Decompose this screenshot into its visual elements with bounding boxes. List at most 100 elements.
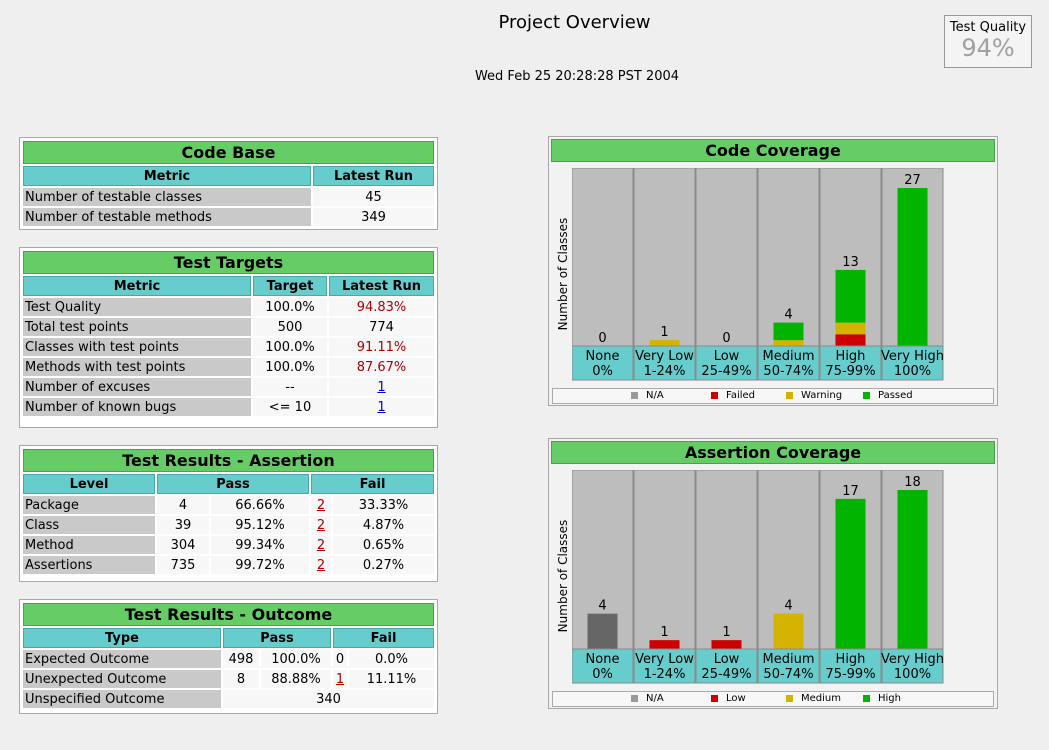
fail-count-link[interactable]: 2 [316, 537, 326, 553]
legend-label: Medium [801, 693, 841, 704]
col-header-latest-run: Latest Run [313, 166, 434, 186]
test-targets-title: Test Targets [23, 251, 434, 274]
data-label-high: 13 [842, 255, 859, 270]
bar-warning-high [835, 322, 866, 335]
metric-value: 349 [313, 208, 434, 226]
category-label-box [819, 345, 882, 381]
excuses-link[interactable]: 1 [377, 379, 386, 395]
bar-n-a-none [587, 613, 618, 649]
category-label-box [695, 345, 758, 381]
level-label: Method [23, 536, 155, 554]
legend-item-warning: Warning [786, 390, 842, 401]
tick-label-high: High [836, 349, 866, 364]
data-label-low: 1 [722, 625, 730, 640]
metric-label: Number of excuses [23, 378, 251, 396]
tick-label-none: None [586, 652, 620, 667]
legend-label: Low [726, 693, 746, 704]
fail-percent: 4.87% [333, 516, 434, 534]
tick-label-none: 0% [592, 667, 613, 682]
data-label-very-high: 27 [904, 173, 921, 188]
fail-percent: 0.27% [333, 556, 434, 574]
tick-label-very-low: 1-24% [644, 364, 686, 379]
pass-percent: 95.12% [211, 516, 309, 534]
data-label-none: 4 [598, 599, 606, 614]
pass-count: 8 [223, 670, 259, 688]
code-coverage-panel: Code Coverage Number of Classes 0 None 0% 1… [548, 136, 998, 406]
tick-label-very-low: Very Low [635, 349, 694, 364]
bucket-background [572, 168, 634, 347]
tick-label-low: 25-49% [701, 364, 751, 379]
legend-item-failed: Failed [711, 390, 755, 401]
report-timestamp: Wed Feb 25 20:28:28 PST 2004 [474, 69, 680, 84]
bar-passed-high [835, 269, 866, 323]
target-value: 100.0% [253, 358, 327, 376]
level-label: Assertions [23, 556, 155, 574]
metric-label: Test Quality [23, 298, 251, 316]
col-header-pass: Pass [157, 474, 309, 494]
assertion-coverage-title: Assertion Coverage [551, 441, 995, 464]
code-coverage-ylabel: Number of Classes [556, 217, 570, 331]
legend-label: Passed [878, 390, 913, 401]
test-quality-badge: Test Quality 94% [944, 15, 1032, 68]
metric-label: Classes with test points [23, 338, 251, 356]
data-label-high: 17 [842, 484, 859, 499]
legend-swatch [786, 391, 793, 399]
latest-value: 774 [329, 318, 434, 336]
latest-value: 94.83% [329, 298, 434, 316]
code-coverage-legend: N/A Failed Warning Passed [552, 388, 994, 404]
data-label-very-low: 1 [660, 625, 668, 640]
table-row: Unspecified Outcome 340 [23, 690, 434, 708]
assertion-results-panel: Test Results - Assertion Level Pass Fail… [19, 445, 438, 582]
legend-swatch [863, 391, 870, 399]
known-bugs-link[interactable]: 1 [377, 399, 386, 415]
assertion-results-table: Test Results - Assertion Level Pass Fail… [21, 447, 436, 576]
pass-count: 4 [157, 496, 209, 514]
table-row: Total test points 500 774 [23, 318, 434, 336]
metric-value: 45 [313, 188, 434, 206]
fail-count-link[interactable]: 2 [316, 557, 326, 573]
category-label-box [881, 648, 944, 684]
col-header-target: Target [253, 276, 327, 296]
fail-count-link[interactable]: 1 [335, 671, 345, 687]
tick-label-medium: Medium [763, 652, 815, 667]
data-label-medium: 4 [784, 308, 792, 323]
tick-label-low: Low [714, 652, 740, 667]
tick-label-very-low: Very Low [635, 652, 694, 667]
target-value: <= 10 [253, 398, 327, 416]
legend-swatch [786, 694, 793, 702]
col-header-metric: Metric [23, 276, 251, 296]
bar-warning-very-low [649, 340, 680, 346]
bar-low-very-low [649, 640, 680, 649]
legend-label: N/A [646, 693, 664, 704]
fail-count-link[interactable]: 2 [316, 497, 326, 513]
pass-count: 39 [157, 516, 209, 534]
col-header-fail: Fail [311, 474, 434, 494]
fail-percent: 0.65% [333, 536, 434, 554]
tick-label-very-high: 100% [894, 364, 931, 379]
legend-swatch [711, 391, 718, 399]
col-header-latest-run: Latest Run [329, 276, 434, 296]
legend-label: Warning [801, 390, 843, 401]
tick-label-none: 0% [592, 364, 613, 379]
fail-percent: 33.33% [333, 496, 434, 514]
test-quality-value: 94% [961, 34, 1015, 62]
code-base-table: Code Base Metric Latest Run Number of te… [21, 139, 436, 228]
bar-passed-very-high [897, 188, 928, 346]
category-label-box [633, 345, 696, 381]
data-label-very-high: 18 [904, 475, 921, 490]
bar-warning-medium [773, 340, 804, 346]
bucket-background [633, 168, 696, 347]
test-targets-panel: Test Targets Metric Target Latest Run Te… [19, 247, 438, 428]
legend-swatch [631, 694, 638, 702]
test-quality-label: Test Quality [949, 20, 1027, 35]
table-row: Expected Outcome 498 100.0% 0 0.0% [23, 650, 434, 668]
fail-count-link[interactable]: 2 [316, 517, 326, 533]
unspecified-count: 340 [223, 690, 434, 708]
legend-label: High [878, 693, 901, 704]
fail-count: 0 [333, 650, 347, 668]
category-label-box [881, 345, 944, 381]
pass-count: 735 [157, 556, 209, 574]
table-row: Class 39 95.12% 2 4.87% [23, 516, 434, 534]
latest-value: 91.11% [329, 338, 434, 356]
legend-item-passed: Passed [863, 390, 913, 401]
